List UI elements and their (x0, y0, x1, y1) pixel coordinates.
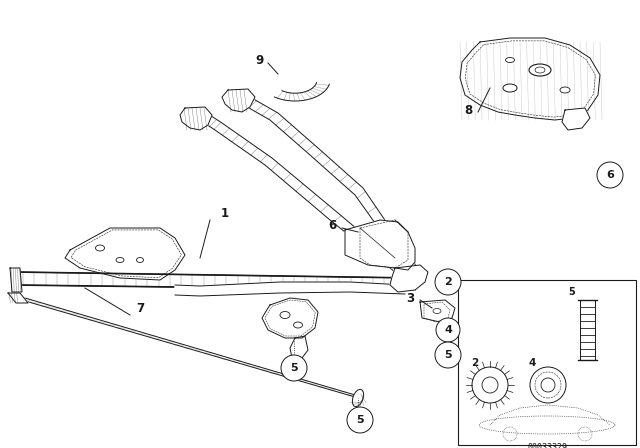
Text: 6: 6 (328, 219, 336, 232)
Polygon shape (15, 298, 362, 397)
Text: 9: 9 (256, 53, 264, 66)
Polygon shape (10, 268, 22, 292)
Polygon shape (180, 107, 212, 130)
Ellipse shape (535, 67, 545, 73)
Polygon shape (275, 82, 330, 101)
Polygon shape (15, 272, 415, 290)
Ellipse shape (506, 57, 515, 63)
Ellipse shape (433, 309, 441, 314)
Ellipse shape (503, 84, 517, 92)
Text: 1: 1 (221, 207, 229, 220)
Text: 00033329: 00033329 (527, 443, 567, 448)
Circle shape (281, 355, 307, 381)
Text: 6: 6 (606, 170, 614, 180)
Circle shape (482, 377, 498, 393)
Polygon shape (420, 300, 455, 322)
Ellipse shape (294, 322, 303, 328)
Polygon shape (345, 220, 415, 270)
Polygon shape (175, 282, 405, 296)
Ellipse shape (136, 258, 143, 263)
Polygon shape (460, 38, 600, 120)
Text: 2: 2 (444, 277, 452, 287)
Text: 2: 2 (472, 358, 479, 368)
Circle shape (435, 269, 461, 295)
Ellipse shape (280, 311, 290, 319)
Text: 4: 4 (444, 325, 452, 335)
Text: 5: 5 (290, 363, 298, 373)
Circle shape (347, 407, 373, 433)
Polygon shape (65, 228, 185, 280)
Polygon shape (390, 265, 428, 292)
Circle shape (472, 367, 508, 403)
Text: 3: 3 (406, 292, 414, 305)
Polygon shape (562, 108, 590, 130)
Polygon shape (262, 298, 318, 338)
Circle shape (541, 378, 555, 392)
Ellipse shape (529, 64, 551, 76)
Circle shape (436, 318, 460, 342)
Circle shape (530, 367, 566, 403)
Polygon shape (290, 336, 308, 358)
Polygon shape (222, 89, 255, 112)
Ellipse shape (353, 389, 364, 407)
Ellipse shape (95, 245, 104, 251)
Text: 4: 4 (528, 358, 536, 368)
Circle shape (597, 162, 623, 188)
Text: 5: 5 (444, 350, 452, 360)
Text: 7: 7 (136, 302, 144, 314)
Text: 5: 5 (568, 287, 575, 297)
Ellipse shape (560, 87, 570, 93)
Bar (458, 280, 636, 445)
Polygon shape (8, 293, 28, 303)
Ellipse shape (116, 258, 124, 263)
Polygon shape (235, 93, 419, 272)
Polygon shape (192, 108, 413, 280)
Text: 5: 5 (356, 415, 364, 425)
Text: 8: 8 (464, 103, 472, 116)
Circle shape (435, 342, 461, 368)
